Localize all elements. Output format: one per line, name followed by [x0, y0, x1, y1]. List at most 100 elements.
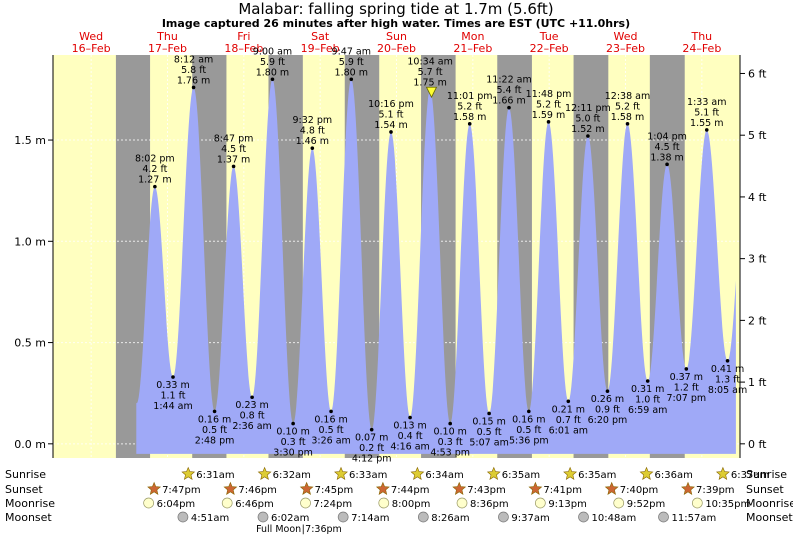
day-date: 18–Feb — [224, 42, 263, 55]
tide-feet: 0.5 ft — [477, 427, 502, 438]
tide-point — [467, 122, 472, 126]
left-tick-label: 1.0 m — [14, 235, 46, 248]
tide-time: 9:32 pm — [292, 115, 332, 126]
tide-feet: 4.2 ft — [142, 164, 167, 175]
day-name: Wed — [614, 30, 638, 43]
sunrise-icon — [257, 466, 272, 480]
moonrise-icon — [613, 497, 625, 509]
tide-time: 1:44 am — [153, 401, 192, 412]
tide-point — [349, 77, 354, 82]
chart-title: Malabar: falling spring tide at 1.7m (5.… — [238, 0, 553, 18]
moonrise-icon — [378, 497, 390, 509]
sunrise-icon — [486, 466, 501, 480]
tide-feet: 5.2 ft — [457, 101, 482, 112]
tide-point — [329, 409, 333, 414]
event-time: 8:36pm — [470, 499, 509, 510]
moonset-icon — [417, 511, 429, 523]
tide-point — [507, 105, 511, 110]
tide-point — [171, 375, 175, 379]
tide-time: 10:16 pm — [368, 99, 414, 110]
event-time: 7:40pm — [620, 485, 659, 496]
tide-point — [704, 128, 709, 132]
tide-time: 10:34 am — [407, 56, 452, 67]
day-date: 23–Feb — [606, 42, 645, 55]
tide-time: 4:16 am — [390, 441, 429, 452]
day-date: 22–Feb — [530, 42, 569, 55]
event-time: 7:14am — [351, 513, 389, 524]
event-time: 6:31am — [196, 470, 234, 481]
left-tick-label: 0.0 m — [14, 438, 46, 451]
tide-feet: 0.3 ft — [438, 437, 463, 448]
tide-time: 9:00 am — [253, 46, 292, 57]
sunset-icon — [299, 481, 314, 495]
sunset-icon — [375, 481, 390, 495]
event-time: 6:37am — [731, 470, 769, 481]
tide-feet: 4.5 ft — [221, 144, 246, 155]
tide-metres: 1.37 m — [217, 154, 250, 165]
full-moon-time: 7:36pm — [305, 524, 342, 535]
right-tick-label: 6 ft — [748, 67, 767, 80]
tide-point — [250, 395, 254, 400]
moonrise-icon — [534, 497, 546, 509]
tide-time: 8:12 am — [174, 54, 213, 65]
tide-metres: 1.46 m — [296, 136, 329, 147]
day-name: Mon — [461, 30, 484, 43]
event-time: 6:34am — [425, 470, 463, 481]
tide-feet: 1.2 ft — [674, 382, 699, 393]
tide-metres: 1.52 m — [571, 124, 604, 135]
tide-time: 4:53 pm — [430, 448, 470, 459]
event-time: 7:47pm — [162, 485, 201, 496]
event-time: 7:46pm — [238, 485, 277, 496]
tide-point — [291, 421, 295, 426]
tide-metres: 1.55 m — [690, 118, 723, 129]
event-time: 9:52pm — [627, 499, 666, 510]
sunrise-icon — [715, 466, 730, 480]
tide-metres: 0.26 m — [591, 394, 624, 405]
tide-metres: 0.15 m — [472, 416, 505, 427]
chart-subtitle: Image captured 26 minutes after high wat… — [162, 17, 630, 30]
row-label-left: Moonset — [5, 511, 52, 524]
tide-point — [665, 162, 669, 167]
tide-time: 2:36 am — [232, 421, 271, 432]
sunset-icon — [147, 481, 162, 495]
tide-time: 8:02 pm — [135, 154, 175, 165]
day-name: Sun — [386, 30, 407, 43]
tide-time: 7:07 pm — [666, 393, 706, 404]
left-margin — [0, 0, 53, 538]
tide-metres: 0.16 m — [198, 414, 231, 425]
row-label-left: Sunrise — [5, 468, 46, 481]
tide-time: 6:01 am — [549, 425, 588, 436]
moonset-icon — [337, 511, 349, 523]
tide-feet: 5.1 ft — [378, 109, 403, 120]
event-time: 10:35pm — [705, 499, 750, 510]
event-time: 9:37am — [511, 513, 549, 524]
event-time: 7:43pm — [467, 485, 506, 496]
event-time: 11:57am — [672, 513, 717, 524]
tide-feet: 0.4 ft — [398, 431, 423, 442]
tide-metres: 0.10 m — [276, 427, 309, 438]
tide-point — [605, 389, 610, 393]
tide-time: 8:05 am — [708, 385, 747, 396]
sunset-icon — [604, 481, 619, 495]
tide-metres: 1.58 m — [611, 112, 644, 123]
tide-time: 6:20 pm — [588, 415, 628, 426]
left-tick-label: 0.5 m — [14, 337, 46, 350]
event-time: 7:41pm — [543, 485, 582, 496]
tide-metres: 1.38 m — [650, 152, 683, 163]
event-time: 6:02am — [271, 513, 309, 524]
moonset-icon — [658, 511, 669, 523]
right-tick-label: 2 ft — [748, 314, 767, 327]
tide-time: 3:26 am — [311, 435, 350, 446]
tide-point — [270, 77, 275, 82]
tide-metres: 0.31 m — [631, 384, 664, 395]
tide-metres: 1.54 m — [374, 120, 407, 131]
top-margin — [0, 0, 793, 55]
event-time: 6:32am — [273, 470, 311, 481]
right-tick-label: 5 ft — [748, 129, 767, 142]
sunrise-icon — [334, 466, 348, 480]
row-label-right: Sunset — [746, 483, 784, 496]
day-date: 19–Feb — [301, 42, 340, 55]
tide-time: 6:59 am — [628, 405, 667, 416]
tide-point — [153, 184, 157, 189]
tide-feet: 1.1 ft — [160, 390, 185, 401]
